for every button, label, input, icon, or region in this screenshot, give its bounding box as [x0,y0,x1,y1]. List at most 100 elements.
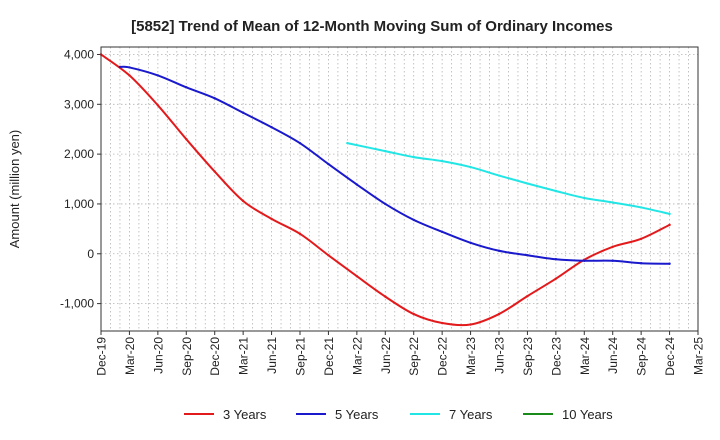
x-tick-label: Jun-24 [606,337,620,374]
x-tick-label: Mar-20 [123,337,137,375]
data-point [384,295,387,298]
legend-item-3-years: 3 Years [184,407,267,422]
x-tick-label: Sep-22 [407,337,421,376]
x-tick-label: Mar-21 [237,337,251,375]
data-point [497,249,501,252]
data-point [355,274,359,278]
series-5-years [118,65,671,265]
data-point [270,126,273,129]
y-tick-label: 2,000 [64,147,94,161]
x-tick-label: Sep-23 [521,337,535,376]
data-point [384,202,387,206]
y-tick-label: 3,000 [64,97,94,111]
series-layer [99,53,671,327]
data-point [554,189,558,193]
x-tick-label: Dec-19 [95,337,109,376]
data-point [185,86,188,89]
x-tick-label: Jun-23 [493,337,507,374]
data-point [526,294,529,298]
data-point [412,218,415,222]
y-tick-label: 1,000 [64,197,94,211]
series-line-7-years [346,142,671,215]
x-tick-label: Jun-22 [379,337,393,374]
legend-label: 3 Years [223,407,267,422]
x-tick-label: Mar-22 [350,337,364,375]
data-point [668,223,671,227]
data-point [668,212,671,216]
data-point [355,183,359,186]
data-point [156,74,160,77]
chart-title: [5852] Trend of Mean of 12-Month Moving … [131,18,613,35]
data-point [554,277,558,280]
legend-label: 5 Years [335,407,379,422]
data-point [440,321,444,325]
legend: 3 Years 5 Years 7 Years 10 Years [184,407,613,422]
data-point [128,66,131,69]
data-point [469,165,472,169]
data-point [384,149,387,153]
data-point [270,217,273,221]
y-axis-label: Amount (million yen) [7,130,22,249]
y-tick-label: 4,000 [64,47,94,61]
legend-label: 10 Years [562,407,613,422]
data-point [639,237,643,241]
y-axis-ticks: 4,000 3,000 2,000 1,000 0 -1,000 [60,47,101,311]
data-point [241,111,245,114]
x-tick-label: Dec-20 [208,337,222,376]
data-point [128,74,131,77]
data-point [469,323,472,326]
data-point [346,141,349,145]
legend-item-5-years: 5 Years [296,407,379,422]
data-point [526,182,529,185]
data-point [497,174,501,177]
data-point [327,254,330,257]
data-point [440,230,444,234]
legend-item-7-years: 7 Years [410,407,493,422]
x-tick-label: Sep-24 [635,337,649,376]
data-point [241,199,245,203]
x-tick-label: Dec-22 [436,337,450,376]
x-tick-label: Mar-24 [578,337,592,375]
data-point [583,196,586,200]
data-point [668,262,671,265]
data-point [412,312,415,316]
x-tick-label: Dec-21 [322,337,336,376]
data-point [469,241,472,245]
legend-label: 7 Years [449,407,493,422]
data-point [611,245,614,248]
data-point [440,159,444,163]
data-point [327,162,330,166]
y-tick-label: -1,000 [60,297,94,311]
series-7-years [346,141,671,216]
data-point [611,201,614,204]
data-point [118,65,122,69]
data-point [213,97,216,100]
data-point [583,259,586,262]
x-tick-label: Dec-23 [549,337,563,376]
x-axis-ticks: Dec-19 Mar-20 Jun-20 Sep-20 Dec-20 Mar-21 Jun-… [95,331,706,376]
data-point [156,104,160,107]
y-tick-label: 0 [87,247,94,261]
data-point [213,170,216,173]
x-tick-label: Jun-20 [151,337,165,374]
legend-item-10-years: 10 Years [523,407,613,422]
x-tick-label: Dec-24 [663,337,677,376]
x-tick-label: Mar-23 [464,337,478,375]
data-point [526,254,529,257]
x-tick-label: Mar-25 [692,337,706,375]
data-point [298,232,302,236]
series-3-years [99,53,671,327]
x-tick-label: Sep-21 [294,337,308,376]
data-point [639,262,643,265]
x-tick-label: Sep-20 [180,337,194,376]
data-point [611,259,614,262]
data-point [639,206,643,209]
data-point [554,258,558,261]
data-point [412,155,415,159]
grid [100,47,699,331]
x-tick-label: Jun-21 [265,337,279,374]
data-point [497,312,501,316]
data-point [185,137,188,141]
data-point [298,141,302,145]
